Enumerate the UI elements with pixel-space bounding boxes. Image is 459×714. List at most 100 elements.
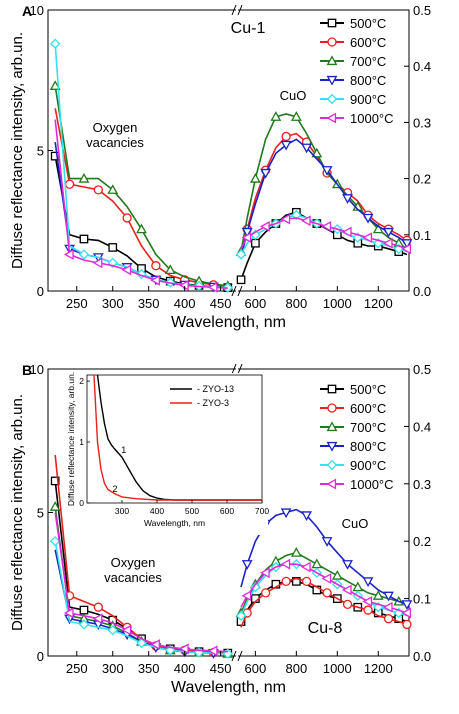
panel-b-x-tick-label: 250 — [66, 661, 88, 676]
panel-b-series-1000c-point — [321, 573, 332, 584]
inset-frame — [86, 374, 263, 504]
panel-b-axis-break-mark — [231, 650, 237, 662]
panel-a-series-800c-point — [241, 227, 253, 238]
panel-a-series-1000c-point — [300, 215, 311, 227]
panel-a-x-tick-label: 450 — [210, 296, 232, 311]
panel-b-series-1000c-point — [300, 561, 311, 573]
panel-b-y-tick-label-right: 0.3 — [413, 477, 431, 492]
panel-b-y-tick-label-right: 0.1 — [413, 592, 431, 607]
panel-b-series-800c-point — [321, 537, 333, 547]
panel-b-series-700c-point — [290, 547, 302, 557]
panel-b-series-600c-point — [301, 576, 312, 587]
panel-a-series-800c-point — [321, 166, 333, 176]
panel-a-series-900c-point — [49, 38, 61, 49]
panel-a-series-900c-point — [78, 249, 90, 260]
panel-b-series-800c-point — [301, 511, 312, 522]
panel-b-series-800c-point — [383, 591, 394, 602]
inset-background — [67, 373, 268, 535]
panel-a-series-1000c-point — [150, 274, 160, 286]
panel-a-y-tick-label-right: 0.4 — [413, 59, 431, 74]
panel-b-chart: 250 300 350 400 450 600 800 1000 120005100.00.10… — [9, 362, 431, 696]
panel-b-legend-item-900c: 900°C — [320, 458, 386, 473]
panel-b-series-1000c-point — [150, 639, 160, 650]
panel-b-x-tick-label: 350 — [138, 661, 160, 676]
panel-a-y-tick-label-left: 5 — [37, 144, 44, 159]
panel-b-x-tick-label: 400 — [174, 661, 196, 676]
panel-a-legend-label: 700°C — [350, 54, 386, 69]
panel-b-series-600c-point — [260, 588, 271, 598]
panel-b-series-900c — [49, 535, 408, 659]
panel-b-y-tick-label-left: 5 — [37, 506, 44, 521]
panel-b-y-tick-label-right: 0.4 — [413, 419, 431, 434]
panel-a-series-800c-point — [362, 213, 374, 224]
panel-b-series-600c-point — [402, 619, 412, 630]
panel-b-series-600c-point — [281, 576, 291, 587]
panel-a-annotation-oxygen: Oxygen — [93, 120, 138, 135]
panel-a-legend-item-900c: 900°C — [320, 92, 386, 107]
panel-a-legend-marker — [327, 37, 337, 47]
panel-a-series-600c-point — [122, 213, 132, 223]
panel-a-axis-break-mark — [231, 4, 237, 16]
panel-a-legend-marker — [326, 93, 338, 105]
panel-b-y-tick-label-left: 0 — [37, 649, 44, 664]
panel-a-legend-label: 900°C — [350, 92, 386, 107]
panel-b-series-700c-line-right — [240, 551, 408, 614]
panel-a-annotation-cuo: CuO — [280, 88, 307, 103]
panel-b-axis-break-mark — [237, 650, 243, 662]
panel-a-annotation-vacancies: vacancies — [86, 135, 144, 150]
panel-a-y-tick-label-left: 0 — [37, 284, 44, 299]
panel-b-series-1000c-point — [401, 607, 412, 619]
panel-b-series-900c-point — [165, 645, 176, 656]
panel-a-series-500c-point — [108, 243, 118, 252]
panel-b-series-900c-point — [235, 610, 247, 622]
panel-a-chart: 250 300 350 400 450 600 800 1000 1200 0 5 10 0.0 0.1 0… — [9, 3, 431, 331]
panel-b-x-axis-label: Wavelength, nm — [171, 679, 286, 696]
panel-a-x-tick-label: 1200 — [364, 296, 393, 311]
panel-a-legend-item-800c: 800°C — [320, 73, 386, 88]
panel-b-legend-label: 500°C — [350, 382, 386, 397]
inset-x-tick-label: 400 — [150, 506, 164, 516]
panel-a-axis-break-mark — [231, 285, 237, 297]
panel-b-legend-marker — [326, 459, 338, 471]
panel-a-series-600c-line-right — [240, 132, 408, 258]
panel-a-series-800c-point — [342, 194, 353, 204]
panel-a-series-500c — [50, 151, 408, 292]
panel-b-series-800c-point — [362, 577, 374, 588]
panel-b-label: B — [22, 362, 32, 378]
panel-a-series-1000c-point — [259, 220, 270, 232]
panel-b-series-700c-point — [372, 590, 384, 600]
panel-a-series-1000c-point — [63, 249, 74, 260]
panel-b-x-tick-label: 450 — [210, 661, 232, 676]
panel-a-title: Cu-1 — [231, 20, 266, 37]
panel-a-x-tick-label: 1000 — [323, 296, 352, 311]
panel-a-x-tick-label: 350 — [138, 296, 160, 311]
panel-a-y-tick-label-right: 0.3 — [413, 115, 431, 130]
panel-a-axis-break-gap — [236, 286, 238, 296]
panel-a-series-500c-point — [236, 275, 246, 285]
panel-b-series-600c-point — [383, 614, 394, 624]
panel-a-legend-marker — [326, 75, 338, 86]
panel-a-series-700c-point — [107, 184, 119, 194]
panel-a-series-1000c-point — [401, 243, 412, 255]
panel-a-x-axis-label: Wavelength, nm — [171, 314, 286, 331]
panel-a-y-tick-label-left: 10 — [30, 3, 44, 18]
panel-b-legend-label: 1000°C — [350, 477, 394, 492]
panel-a-legend-marker — [327, 18, 337, 28]
panel-b-legend-label: 900°C — [350, 458, 386, 473]
inset-x-tick-label: 500 — [185, 506, 199, 516]
panel-a-y-tick-label-right: 0.0 — [413, 284, 431, 299]
panel-a-series-1000c-point — [92, 257, 103, 269]
panel-a-series-700c-point — [290, 111, 302, 121]
panel-b-legend-item-700c: 700°C — [320, 420, 386, 435]
panel-b-series-1000c-point — [63, 607, 74, 619]
panel-b-legend-item-500c: 500°C — [320, 382, 386, 397]
panel-a-x-tick-label: 400 — [174, 296, 196, 311]
panel-b-x-tick-label: 800 — [285, 661, 307, 676]
panel-a-series-500c-point — [251, 238, 260, 248]
panel-b-legend-label: 800°C — [350, 439, 386, 454]
panel-b-series-900c-point — [49, 535, 61, 547]
panel-b-x-tick-label: 1200 — [364, 661, 393, 676]
panel-b-series-1000c-point — [241, 590, 252, 602]
panel-b-legend-marker — [327, 403, 337, 413]
